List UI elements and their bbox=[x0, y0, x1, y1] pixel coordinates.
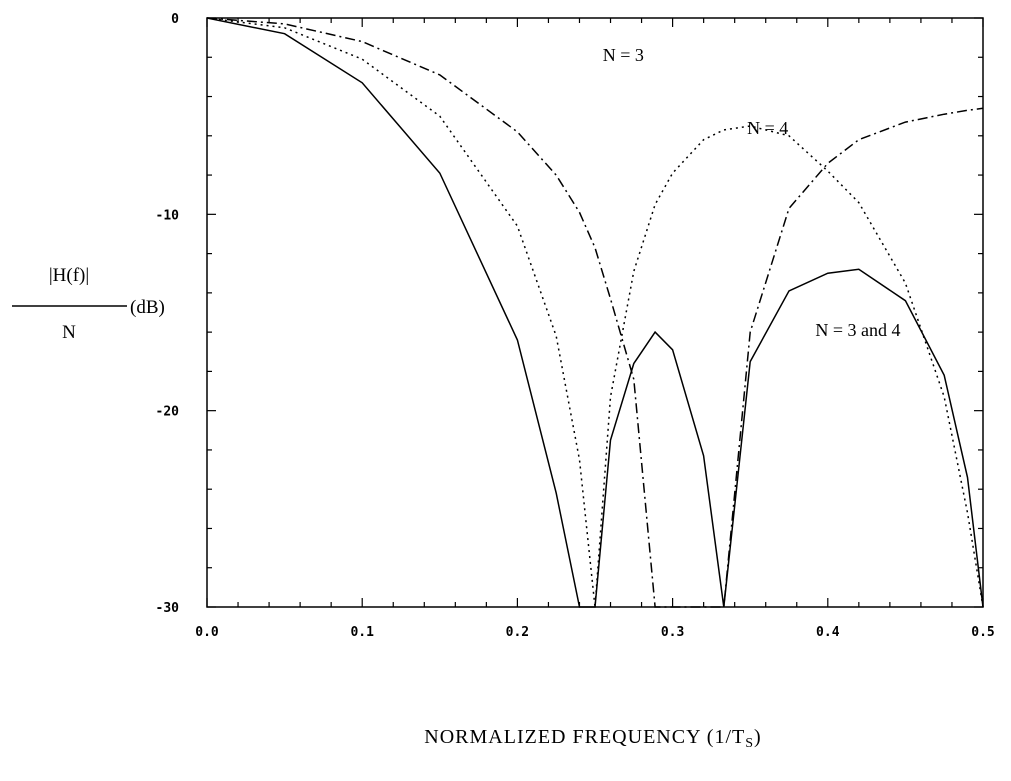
axis-ticks bbox=[206, 17, 984, 608]
y-axis-label-denominator: N bbox=[62, 322, 76, 343]
x-tick-label: 0.1 bbox=[350, 625, 374, 640]
curve-annotation: N = 4 bbox=[747, 118, 788, 138]
x-axis-label-main: NORMALIZED FREQUENCY bbox=[424, 726, 706, 748]
x-tick-label: 0.2 bbox=[506, 625, 529, 640]
axis-tick-labels: 0.0 0.1 0.2 0.3 0.4 0.5 0 -10 -20 -30 bbox=[156, 12, 995, 640]
x-tick-label: 0.0 bbox=[195, 625, 219, 640]
x-axis-label-subscript: S bbox=[745, 736, 754, 751]
plot-frame bbox=[206, 17, 984, 608]
x-axis-label-paren-open: (1/T bbox=[707, 726, 745, 748]
curve-annotation: N = 3 bbox=[603, 45, 644, 65]
curve-annotations: N = 3 N = 4 N = 3 and 4 bbox=[603, 45, 901, 340]
x-axis-label: NORMALIZED FREQUENCY (1/TS) bbox=[424, 726, 761, 751]
series-line-dash-dot bbox=[206, 17, 984, 608]
y-tick-label: -20 bbox=[156, 405, 180, 420]
x-tick-label: 0.3 bbox=[661, 625, 684, 640]
y-tick-label: -10 bbox=[156, 208, 180, 223]
curve-annotation: N = 3 and 4 bbox=[815, 320, 900, 340]
y-tick-label: -30 bbox=[156, 601, 180, 616]
series-line-solid bbox=[206, 17, 984, 608]
y-axis-label: |H(f)| N (dB) bbox=[12, 265, 165, 343]
series-line-dotted bbox=[206, 17, 984, 608]
y-axis-label-numerator: |H(f)| bbox=[49, 265, 89, 286]
y-tick-label: 0 bbox=[171, 12, 179, 27]
x-axis-label-paren-close: ) bbox=[754, 726, 762, 748]
y-axis-label-unit: (dB) bbox=[130, 297, 165, 318]
series-layer bbox=[206, 17, 984, 608]
x-tick-label: 0.4 bbox=[816, 625, 840, 640]
x-tick-label: 0.5 bbox=[971, 625, 994, 640]
